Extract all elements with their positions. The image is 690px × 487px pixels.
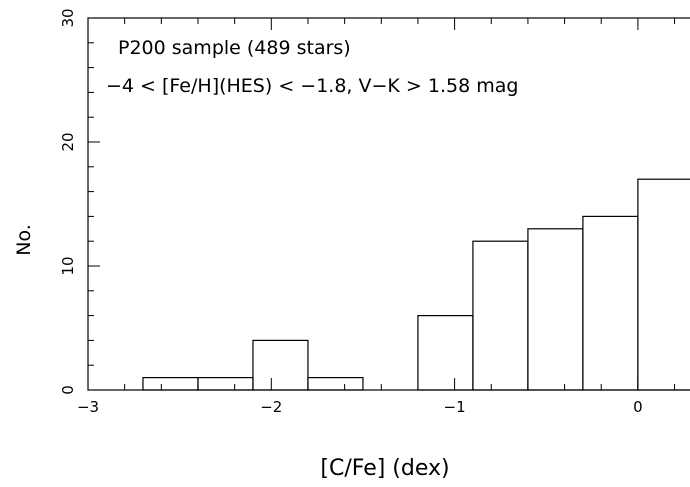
y-tick-label: 20 [59, 132, 77, 151]
histogram-bar [142, 377, 199, 391]
y-axis-label: No. [13, 224, 35, 256]
x-tick-label: −2 [260, 398, 282, 416]
histogram-bar [197, 377, 254, 391]
histogram-bar [417, 315, 474, 391]
y-tick-label: 10 [59, 256, 77, 275]
x-axis-label: [C/Fe] (dex) [320, 456, 449, 481]
x-tick-labels: −3−2−1012 [77, 398, 643, 416]
x-tick-label: −3 [77, 398, 99, 416]
open-histogram-bars [142, 178, 690, 391]
histogram-bar [582, 215, 639, 391]
annotation-sample: P200 sample (489 stars) [118, 37, 351, 59]
histogram-bar [252, 339, 309, 391]
axis-ticks [87, 17, 676, 391]
histogram-bar [637, 178, 690, 391]
y-tick-labels: 0 10 20 30 [59, 8, 77, 394]
x-tick-label: −1 [444, 398, 466, 416]
x-tick-label: 0 [633, 398, 643, 416]
histogram-bar [472, 240, 529, 391]
plot-frame [87, 17, 690, 391]
histogram-bar [527, 228, 584, 391]
y-tick-label: 30 [59, 8, 77, 27]
y-tick-label: 0 [59, 385, 77, 395]
histogram-bar [307, 377, 364, 391]
annotation-selection: −4 < [Fe/H](HES) < −1.8, V−K > 1.58 mag [106, 75, 518, 97]
